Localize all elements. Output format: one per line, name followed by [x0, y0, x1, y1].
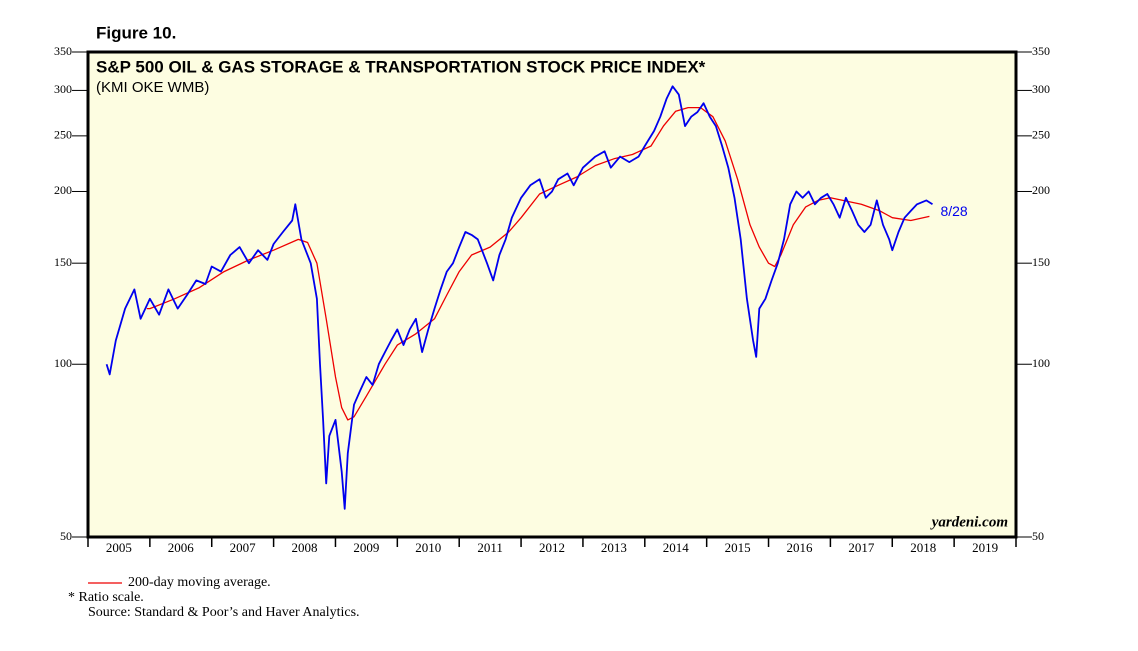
y-tick-label: 150	[54, 255, 72, 269]
y-tick-label: 250	[1032, 128, 1050, 142]
x-tick-label: 2007	[230, 540, 257, 555]
y-tick-label: 100	[54, 356, 72, 370]
x-tick-label: 2014	[663, 540, 690, 555]
y-tick-label: 50	[1032, 529, 1044, 543]
x-tick-label: 2019	[972, 540, 998, 555]
x-tick-label: 2012	[539, 540, 565, 555]
legend-label: 200-day moving average.	[128, 575, 271, 590]
note: Source: Standard & Poor’s and Haver Anal…	[88, 605, 360, 620]
source-mark: yardeni.com	[930, 514, 1008, 530]
x-tick-label: 2011	[477, 540, 503, 555]
annotation: 8/28	[940, 203, 967, 219]
x-tick-label: 2015	[725, 540, 751, 555]
y-tick-label: 350	[1032, 44, 1050, 58]
series-line	[105, 85, 933, 510]
figure-label: Figure 10.	[96, 23, 176, 42]
x-tick-label: 2006	[168, 540, 195, 555]
x-tick-label: 2018	[910, 540, 936, 555]
y-tick-label: 100	[1032, 356, 1050, 370]
y-tick-label: 300	[54, 82, 72, 96]
note: * Ratio scale.	[68, 590, 144, 605]
y-tick-label: 150	[1032, 255, 1050, 269]
y-tick-label: 200	[1032, 183, 1050, 197]
plot-background	[88, 52, 1016, 537]
chart-title: S&P 500 OIL & GAS STORAGE & TRANSPORTATI…	[96, 57, 706, 76]
x-tick-label: 2017	[848, 540, 875, 555]
y-tick-label: 50	[60, 529, 72, 543]
y-tick-label: 350	[54, 44, 72, 58]
chart-subtitle: (KMI OKE WMB)	[96, 79, 209, 96]
plot-frame	[86, 50, 1018, 539]
x-tick-label: 2016	[786, 540, 813, 555]
x-tick-label: 2013	[601, 540, 627, 555]
y-tick-label: 250	[54, 128, 72, 142]
x-tick-label: 2010	[415, 540, 441, 555]
x-tick-label: 2009	[353, 540, 379, 555]
x-tick-label: 2008	[292, 540, 318, 555]
x-tick-label: 2005	[106, 540, 132, 555]
y-tick-label: 200	[54, 183, 72, 197]
series-line	[146, 106, 930, 421]
y-tick-label: 300	[1032, 82, 1050, 96]
